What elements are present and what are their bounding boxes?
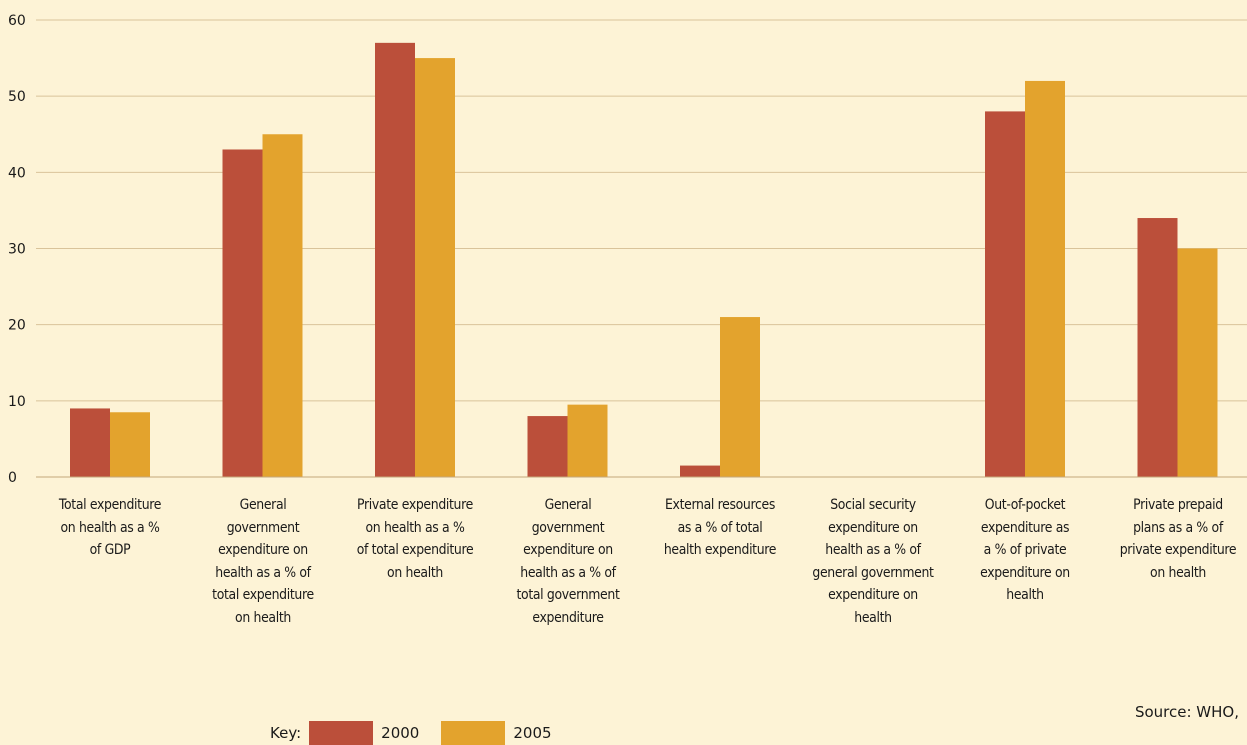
legend-label-2000: 2000 bbox=[381, 724, 420, 742]
source-note: Source: WHO, bbox=[1134, 703, 1239, 721]
bar-2000-cat2 bbox=[222, 149, 263, 477]
x-category-label: Private prepaid plans as a % of private … bbox=[1119, 497, 1236, 581]
x-category-label: External resources as a % of total healt… bbox=[663, 497, 777, 558]
y-tick-label: 60 bbox=[8, 13, 26, 29]
bar-2000-cat4 bbox=[527, 416, 568, 477]
y-tick-label: 0 bbox=[8, 470, 17, 486]
bar-2000-cat7 bbox=[985, 111, 1025, 478]
y-tick-label: 50 bbox=[8, 89, 26, 105]
y-tick-label: 20 bbox=[8, 318, 26, 334]
x-category-label: Private expenditure on health as a % of … bbox=[356, 497, 474, 581]
x-category-label: Total expenditure on health as a % of GD… bbox=[58, 497, 162, 558]
legend-key-label: Key: bbox=[270, 724, 302, 742]
y-tick-label: 40 bbox=[8, 165, 26, 181]
legend-swatch-2000 bbox=[309, 721, 374, 745]
bar-2005-cat3 bbox=[415, 58, 455, 477]
x-category-label: General government expenditure on health… bbox=[211, 497, 314, 626]
bar-2005-cat5 bbox=[720, 317, 760, 477]
bar-2005-cat1 bbox=[110, 412, 150, 477]
bar-2005-cat2 bbox=[262, 134, 303, 477]
y-axis-tick-labels: 0 10 20 30 40 50 60 bbox=[8, 13, 26, 486]
x-category-label: Out-of-pocket expenditure as a % of priv… bbox=[980, 497, 1070, 603]
bars bbox=[70, 42, 1218, 478]
gridlines bbox=[36, 19, 1247, 402]
y-tick-label: 30 bbox=[8, 242, 26, 258]
legend-item-2000: 2000 bbox=[309, 721, 419, 745]
bar-2005-cat4 bbox=[567, 404, 608, 477]
bar-2005-cat7 bbox=[1025, 80, 1065, 477]
bar-2000-cat5 bbox=[680, 465, 720, 477]
bar-2000-cat3 bbox=[375, 42, 415, 477]
legend-item-2005: 2005 bbox=[441, 721, 552, 745]
bar-2005-cat8 bbox=[1177, 248, 1218, 477]
y-tick-label: 10 bbox=[8, 394, 26, 410]
bar-2000-cat1 bbox=[70, 408, 110, 477]
bar-2000-cat8 bbox=[1137, 218, 1178, 478]
x-category-label: Social security expenditure on health as… bbox=[811, 497, 934, 626]
legend-label-2005: 2005 bbox=[513, 724, 552, 742]
legend-swatch-2005 bbox=[441, 721, 506, 745]
legend: Key: 2000 2005 bbox=[270, 721, 566, 745]
x-category-label: General government expenditure on health… bbox=[515, 497, 619, 626]
